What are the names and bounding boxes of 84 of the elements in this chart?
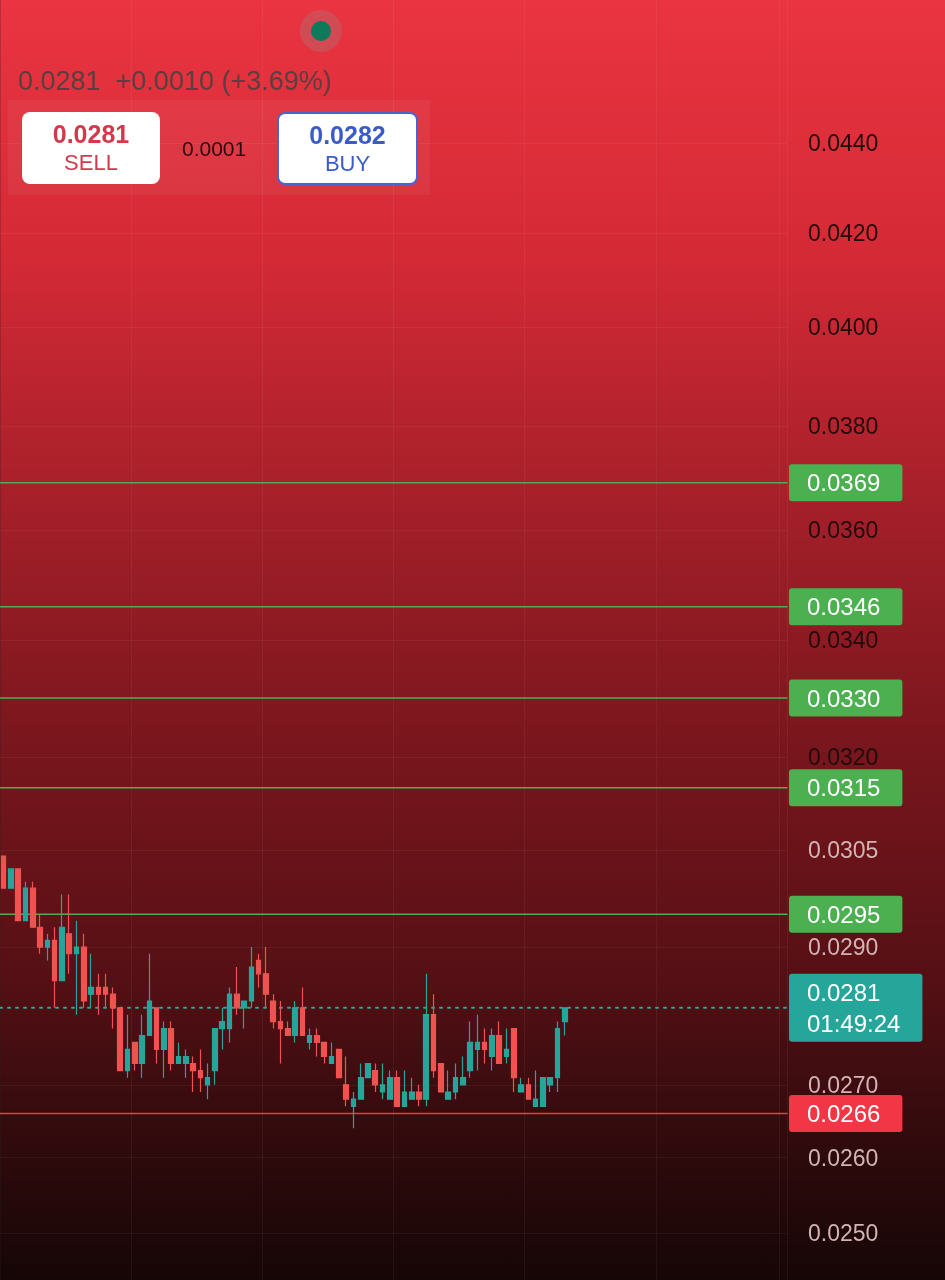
ref-line-label: 0.0315 bbox=[807, 774, 881, 802]
candlestick bbox=[342, 1055, 350, 1107]
annotation: 0.0001 bbox=[182, 136, 247, 162]
candlestick bbox=[510, 1027, 518, 1093]
candlestick bbox=[7, 868, 15, 889]
candlestick bbox=[138, 1014, 146, 1079]
ref-line-label: 0.0330 bbox=[807, 684, 881, 712]
y-tick-label: 0.0400 bbox=[808, 314, 879, 341]
candlestick bbox=[44, 933, 51, 962]
candlestick bbox=[386, 1070, 394, 1100]
candlestick bbox=[269, 993, 277, 1030]
y-tick-label: 0.0270 bbox=[808, 1071, 879, 1098]
ref-line-label: 0.0266 bbox=[807, 1100, 881, 1128]
candlestick bbox=[255, 953, 262, 988]
candlestick bbox=[124, 1014, 131, 1079]
candlestick bbox=[51, 926, 58, 1009]
candlestick bbox=[65, 894, 73, 975]
candlestick bbox=[0, 855, 7, 889]
ref-line-label: 0.0346 bbox=[807, 593, 881, 621]
candlestick bbox=[277, 1000, 284, 1065]
candlestick bbox=[233, 966, 241, 1016]
y-tick-label: 0.0290 bbox=[808, 934, 879, 961]
candlestick bbox=[95, 973, 102, 1016]
y-tick-label: 0.0340 bbox=[808, 627, 879, 654]
candlestick bbox=[58, 894, 66, 982]
candlestick bbox=[503, 1027, 510, 1065]
candlestick bbox=[14, 868, 22, 922]
annotation: BUY bbox=[324, 149, 371, 178]
annotation: SELL bbox=[64, 149, 118, 177]
candlestick bbox=[189, 1055, 197, 1093]
buy-button: 0.0282 BUY bbox=[277, 112, 418, 185]
y-tick-label: 0.0260 bbox=[808, 1144, 879, 1171]
candlestick bbox=[160, 1021, 168, 1079]
y-tick-label: 0.0320 bbox=[808, 744, 879, 771]
y-tick-label: 0.0440 bbox=[808, 130, 879, 157]
candlestick bbox=[153, 1007, 160, 1065]
candlestick bbox=[554, 1021, 561, 1093]
candlestick bbox=[335, 1048, 343, 1079]
candlestick bbox=[525, 1077, 532, 1100]
y-tick-label: 0.0420 bbox=[808, 220, 879, 247]
annotation: 0.0281 bbox=[52, 119, 130, 149]
candlestick bbox=[393, 1070, 401, 1107]
candlestick bbox=[408, 1077, 416, 1100]
sell-button: 0.0281 SELL bbox=[22, 112, 160, 184]
candlestick bbox=[481, 1027, 488, 1065]
candlestick bbox=[452, 1062, 459, 1100]
candlestick bbox=[459, 1055, 467, 1086]
candlestick bbox=[350, 1091, 357, 1129]
candlestick bbox=[102, 973, 109, 1009]
candlestick bbox=[204, 1062, 211, 1100]
candlestick bbox=[167, 1021, 175, 1072]
y-tick-label: 0.0250 bbox=[808, 1220, 879, 1247]
candlestick bbox=[444, 1070, 452, 1100]
candlestick bbox=[262, 946, 270, 1009]
candlestick bbox=[488, 1027, 496, 1072]
candlestick bbox=[430, 993, 437, 1079]
candlestick bbox=[371, 1062, 379, 1093]
candlestick bbox=[437, 1062, 445, 1093]
candlestick bbox=[299, 986, 306, 1037]
candlestick bbox=[197, 1048, 204, 1093]
candlestick bbox=[328, 1041, 335, 1065]
candlestick bbox=[401, 1070, 408, 1107]
annotation: 0.0282 bbox=[309, 119, 386, 150]
candlestick bbox=[466, 1021, 474, 1079]
candlestick bbox=[80, 933, 88, 1009]
candlestick bbox=[532, 1070, 539, 1107]
y-tick-label: 0.0360 bbox=[808, 517, 879, 544]
annotation: 0.0281 +0.0010 (+3.69%) bbox=[18, 65, 332, 97]
candlestick bbox=[175, 1041, 182, 1065]
ref-line-label: 0.0369 bbox=[807, 469, 881, 497]
candlestick bbox=[495, 1021, 503, 1065]
candlestick bbox=[379, 1062, 386, 1100]
ref-line-label: 0.0281 01:49:24 bbox=[807, 978, 901, 1037]
candlestick bbox=[517, 1077, 525, 1093]
candlestick bbox=[182, 1048, 190, 1079]
ref-line-label: 0.0295 bbox=[807, 900, 881, 928]
candlestick bbox=[284, 1021, 292, 1037]
candlestick bbox=[474, 1014, 481, 1072]
candlestick bbox=[131, 1041, 139, 1072]
y-tick-label: 0.0380 bbox=[808, 413, 879, 440]
candlestick bbox=[22, 881, 29, 922]
candlestick bbox=[415, 1084, 423, 1107]
candlestick bbox=[306, 1027, 313, 1051]
y-tick-label: 0.0305 bbox=[808, 836, 879, 863]
